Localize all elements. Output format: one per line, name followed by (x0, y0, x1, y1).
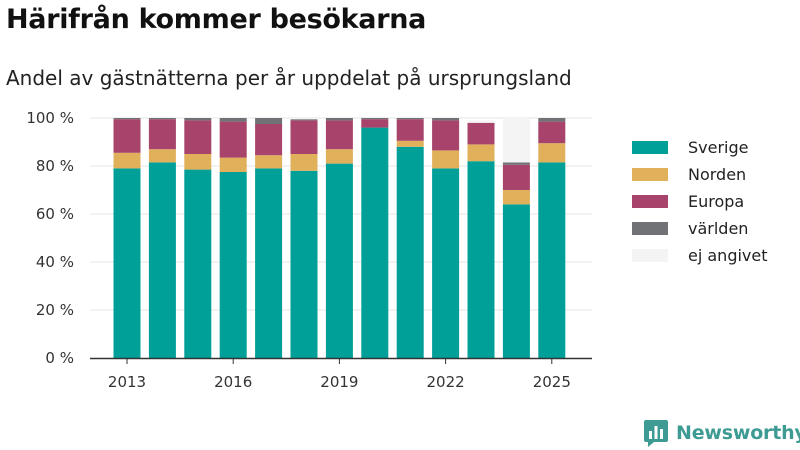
x-axis-ticks: 2013 2016 2019 2022 2025 (108, 358, 571, 391)
newsworthy-logo-icon (644, 420, 668, 447)
bar-segment-Norden-2018 (290, 154, 318, 171)
bar-segment-världen-2013 (113, 118, 141, 120)
bar-segment-Europa-2025 (538, 121, 566, 144)
legend: Sverige Norden Europa världen ej angivet (632, 134, 768, 269)
bar-segment-Sverige-2021 (396, 146, 424, 358)
y-tick-label: 80 % (36, 157, 74, 175)
bar-segment-Sverige-2024 (502, 204, 530, 358)
bar-segment-Europa-2016 (219, 121, 247, 158)
legend-swatch (632, 195, 668, 208)
legend-label: Norden (688, 165, 747, 184)
y-tick-label: 0 % (45, 349, 74, 367)
x-tick-label: 2022 (427, 373, 465, 391)
bar-segment-världen-2017 (255, 118, 283, 124)
bar-segment-Norden-2024 (502, 190, 530, 205)
bar-segment-Europa-2022 (432, 120, 460, 151)
bar-segment-Europa-2020 (361, 119, 389, 128)
legend-item-Sverige: Sverige (632, 134, 768, 161)
legend-label: Sverige (688, 138, 749, 157)
legend-label: Europa (688, 192, 745, 211)
bar-segment-världen-2019 (325, 118, 353, 121)
bar-segment-ej-angivet-2024 (502, 118, 530, 163)
x-tick-label: 2013 (108, 373, 146, 391)
y-axis-ticks: 0 % 20 % 40 % 60 % 80 % 100 % (26, 109, 74, 367)
bar-segment-Europa-2021 (396, 119, 424, 141)
bar-segment-Sverige-2015 (184, 169, 212, 358)
legend-item-Norden: Norden (632, 161, 768, 188)
bar-segment-ej-angivet-2023 (467, 120, 495, 123)
bar-segment-Europa-2018 (290, 120, 318, 154)
y-tick-label: 40 % (36, 253, 74, 271)
bar-segment-Norden-2016 (219, 157, 247, 172)
bars (113, 118, 566, 358)
bar-segment-världen-2021 (396, 118, 424, 120)
bar-segment-Europa-2015 (184, 120, 212, 154)
chart-title: Härifrån kommer besökarna (6, 4, 427, 35)
newsworthy-logo-text: Newsworthy (676, 422, 800, 444)
bar-segment-ej-angivet-2018 (290, 118, 318, 120)
bar-segment-Europa-2013 (113, 119, 141, 153)
bar-segment-Norden-2025 (538, 143, 566, 163)
bar-segment-världen-2018 (290, 119, 318, 121)
legend-swatch (632, 222, 668, 235)
legend-label: ej angivet (688, 246, 768, 265)
bar-segment-Sverige-2020 (361, 127, 389, 358)
bar-segment-Norden-2023 (467, 144, 495, 162)
legend-swatch (632, 168, 668, 181)
legend-swatch (632, 249, 668, 262)
bar-segment-världen-2025 (538, 118, 566, 122)
bar-segment-världen-2022 (432, 118, 460, 121)
y-tick-label: 60 % (36, 205, 74, 223)
legend-item-världen: världen (632, 215, 768, 242)
x-tick-label: 2025 (533, 373, 571, 391)
bar-segment-världen-2016 (219, 118, 247, 122)
bar-segment-Sverige-2013 (113, 168, 141, 358)
bar-segment-Europa-2014 (148, 119, 176, 150)
bar-segment-Sverige-2019 (325, 163, 353, 358)
bar-segment-Norden-2022 (432, 150, 460, 169)
bar-segment-världen-2024 (502, 162, 530, 165)
y-tick-label: 20 % (36, 301, 74, 319)
bar-segment-Sverige-2014 (148, 162, 176, 358)
bar-segment-världen-2014 (148, 118, 176, 120)
legend-swatch (632, 141, 668, 154)
bar-segment-Sverige-2025 (538, 162, 566, 358)
legend-label: världen (688, 219, 749, 238)
bar-segment-Sverige-2023 (467, 161, 495, 358)
bar-segment-Norden-2015 (184, 154, 212, 170)
bar-segment-Europa-2017 (255, 124, 283, 156)
bar-segment-Norden-2013 (113, 152, 141, 169)
bar-segment-Sverige-2016 (219, 172, 247, 358)
bar-segment-Europa-2023 (467, 122, 495, 145)
bar-segment-Norden-2014 (148, 149, 176, 163)
x-tick-label: 2016 (214, 373, 252, 391)
newsworthy-logo: Newsworthy (644, 418, 800, 448)
chart-subtitle: Andel av gästnätterna per år uppdelat på… (6, 66, 572, 90)
bar-segment-Europa-2024 (502, 164, 530, 190)
bar-segment-Sverige-2022 (432, 168, 460, 358)
bar-segment-världen-2020 (361, 118, 389, 120)
legend-item-ej-angivet: ej angivet (632, 242, 768, 269)
bar-segment-Sverige-2017 (255, 168, 283, 358)
bar-segment-Europa-2019 (325, 120, 353, 150)
bar-segment-Norden-2021 (396, 140, 424, 147)
bar-segment-Norden-2019 (325, 149, 353, 164)
bar-segment-Sverige-2018 (290, 170, 318, 358)
y-tick-label: 100 % (26, 109, 74, 127)
bar-segment-Norden-2017 (255, 155, 283, 169)
x-tick-label: 2019 (320, 373, 358, 391)
legend-item-Europa: Europa (632, 188, 768, 215)
bar-segment-världen-2015 (184, 118, 212, 121)
